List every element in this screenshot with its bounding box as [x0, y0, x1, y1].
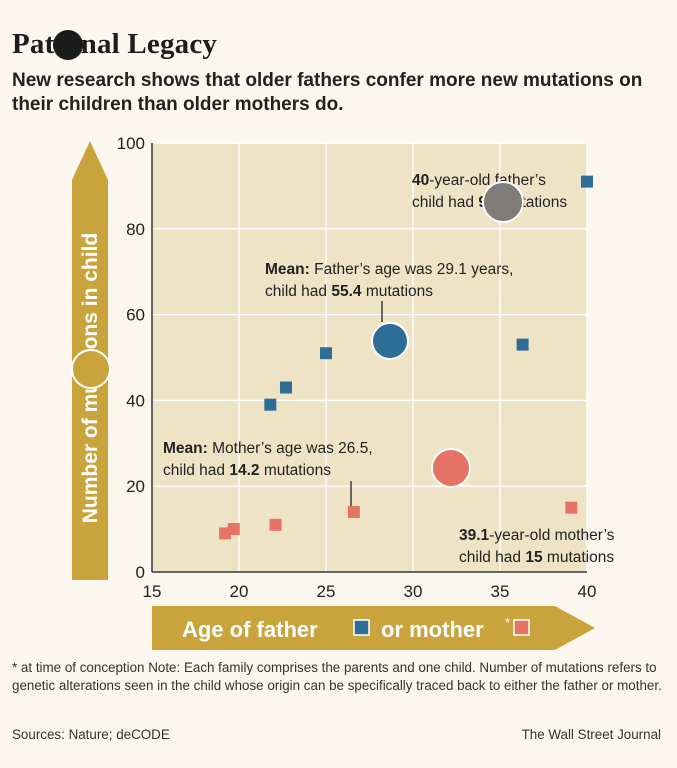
x-axis-arrow — [152, 606, 595, 650]
x-axis-title: Age of father — [182, 617, 318, 642]
father-mean-marker — [371, 322, 409, 360]
father-mean-annotation-line1: Mean: Father’s age was 29.1 years, — [265, 261, 513, 278]
x-tick-label: 40 — [578, 582, 597, 601]
legend-father-swatch — [353, 619, 370, 636]
x-axis-title-tail: or mother — [381, 617, 484, 642]
father-point — [581, 175, 593, 188]
mother-point — [347, 505, 360, 518]
mother-mean-annotation-line1: Mean: Mother’s age was 26.5, — [163, 440, 373, 457]
mother-point — [269, 518, 282, 531]
mother-point — [565, 501, 578, 514]
father-point — [264, 398, 277, 411]
axis-marker-dot — [71, 349, 111, 389]
father-40-annotation-line1: 40-year-old father’s — [412, 172, 546, 189]
mother-mean-annotation-line2: child had 14.2 mutations — [163, 462, 331, 479]
y-tick-label: 100 — [117, 134, 145, 153]
father-point — [516, 338, 529, 351]
credit: The Wall Street Journal — [521, 727, 661, 742]
father-point — [279, 381, 292, 394]
mother-mean-marker — [431, 448, 471, 488]
x-tick-label: 25 — [317, 582, 336, 601]
y-tick-label: 80 — [126, 220, 145, 239]
title-marker-dot — [53, 30, 83, 60]
x-tick-label: 15 — [143, 582, 162, 601]
mother-39-annotation-line2: child had 15 mutations — [459, 549, 614, 566]
chart-subtitle: New research shows that older fathers co… — [12, 70, 643, 115]
father-mean-annotation-line2: child had 55.4 mutations — [265, 283, 433, 300]
annotation-marker-dot — [482, 181, 524, 223]
x-axis-asterisk: * — [505, 615, 510, 630]
y-tick-label: 20 — [126, 477, 145, 496]
mother-point — [227, 523, 240, 536]
x-tick-label: 30 — [404, 582, 423, 601]
y-tick-label: 60 — [126, 306, 145, 325]
x-tick-label: 20 — [230, 582, 249, 601]
y-tick-label: 0 — [136, 563, 145, 582]
father-point — [320, 347, 332, 360]
y-tick-label: 40 — [126, 391, 145, 410]
x-tick-label: 35 — [491, 582, 510, 601]
mother-39-annotation-line1: 39.1-year-old mother’s — [459, 527, 615, 544]
chart-title: Paternal Legacy — [12, 28, 218, 60]
footnote: * at time of conception Note: Each famil… — [12, 660, 662, 693]
sources: Sources: Nature; deCODE — [12, 727, 170, 742]
legend-mother-swatch — [513, 619, 530, 636]
